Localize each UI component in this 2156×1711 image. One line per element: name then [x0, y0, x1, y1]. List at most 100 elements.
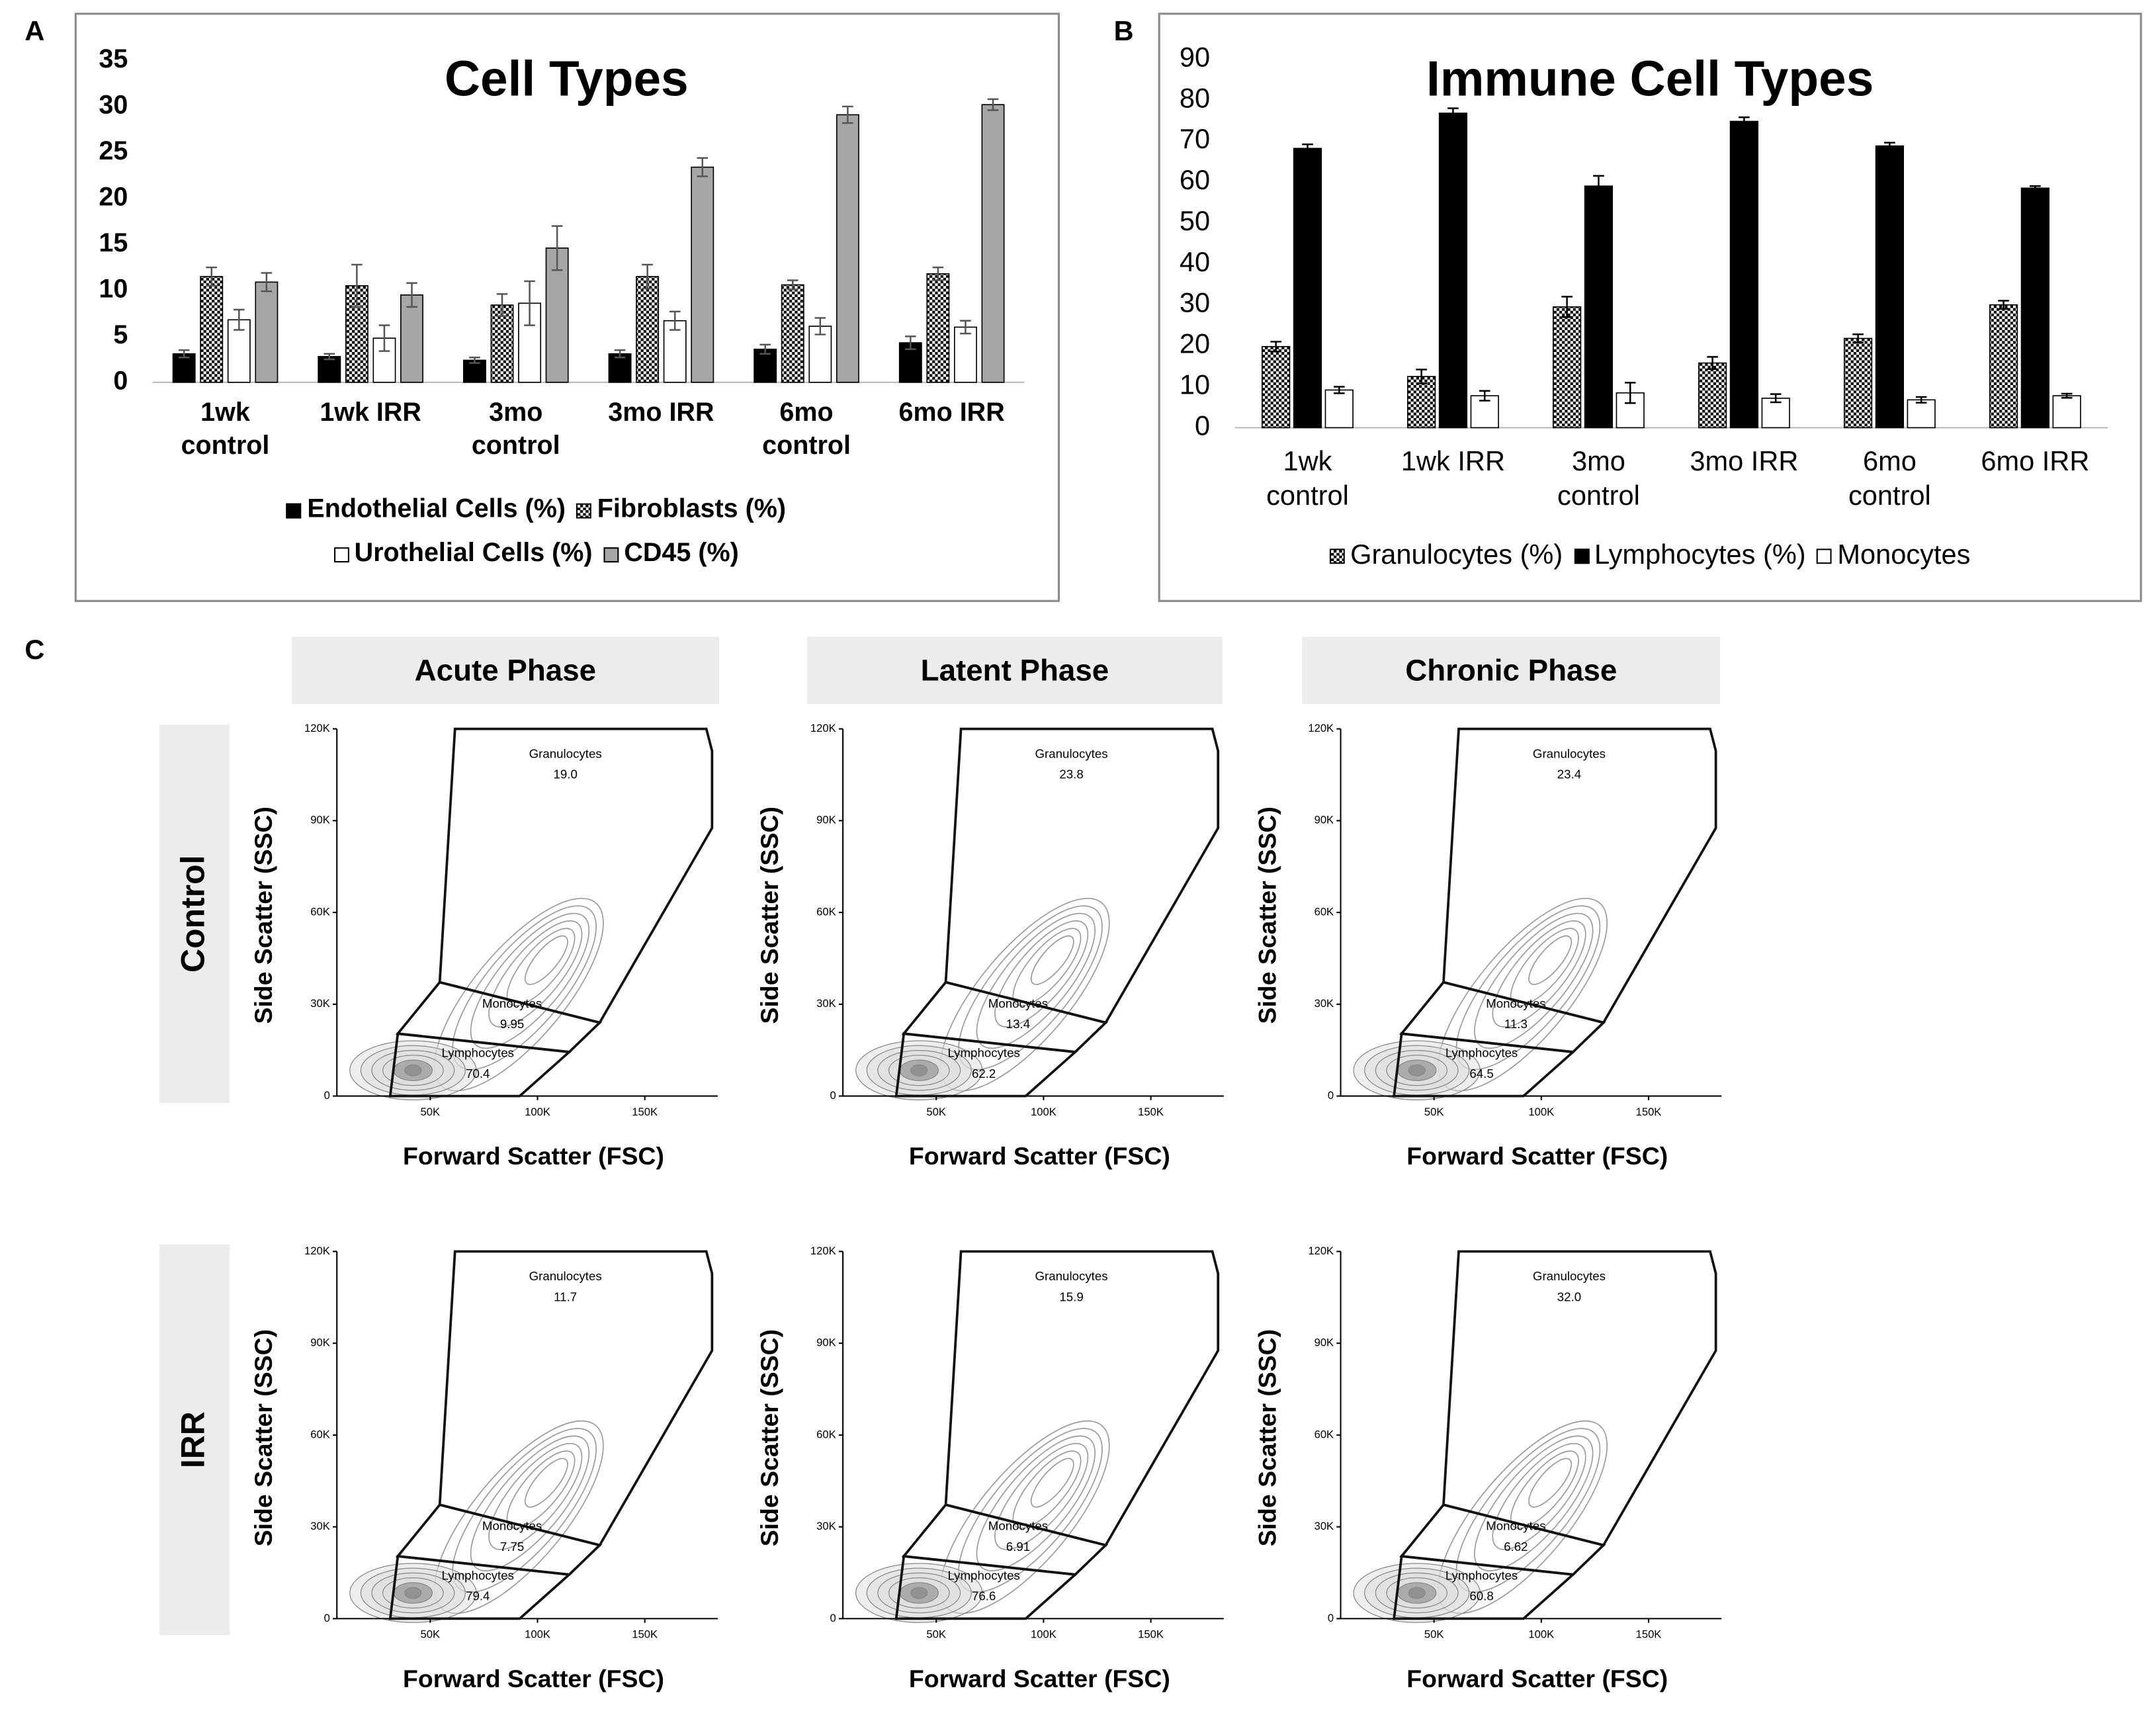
y-tick-label: 0	[1328, 1612, 1334, 1624]
contour	[976, 1435, 1096, 1571]
error-bar	[814, 317, 826, 335]
error-bar	[1884, 142, 1895, 150]
error-bar	[905, 335, 916, 351]
x-tick-label: 1wk control	[1266, 447, 1349, 512]
error-bar	[1852, 333, 1864, 343]
error-bar	[178, 349, 190, 359]
bar	[1324, 389, 1354, 429]
legend-item: CD45 (%)	[603, 539, 739, 570]
bar	[1553, 306, 1582, 429]
error-bar	[669, 310, 681, 331]
legend-swatch	[286, 502, 302, 518]
y-tick-label: 60K	[816, 1428, 836, 1440]
error-bar	[1915, 396, 1927, 404]
y-tick-label: 120K	[810, 722, 836, 734]
x-tick-label: 100K	[1528, 1628, 1554, 1641]
gate-name: Granulocytes	[1035, 1269, 1108, 1283]
x-tick-label: 6mo IRR	[1981, 447, 2090, 478]
bar	[2052, 395, 2081, 429]
contour	[1510, 1450, 1579, 1529]
legend-swatch	[1817, 548, 1833, 564]
x-tick-label: 50K	[1424, 1106, 1444, 1118]
error-bar	[787, 279, 798, 290]
bar	[318, 356, 341, 383]
error-bar	[261, 272, 273, 292]
chart-title: Cell Types	[445, 50, 689, 106]
legend-item: Granulocytes (%)	[1329, 541, 1563, 572]
panel-label: B	[1114, 15, 1134, 46]
x-axis-label: Forward Scatter (FSC)	[1406, 1142, 1668, 1170]
y-tick-label: 120K	[304, 722, 330, 734]
error-bar	[206, 266, 218, 287]
gate-name: Lymphocytes	[1445, 1569, 1518, 1583]
x-axis-label: Forward Scatter (FSC)	[1406, 1665, 1668, 1692]
gate-value: 6.62	[1504, 1540, 1528, 1554]
phase-header: Acute Phase	[415, 653, 596, 687]
error-bar	[1416, 369, 1427, 384]
x-tick-label: 150K	[632, 1628, 658, 1641]
y-tick-label: 0	[113, 366, 128, 395]
panel-frame	[74, 13, 1060, 602]
gate	[894, 1032, 1078, 1098]
x-tick-label: 100K	[525, 1628, 550, 1641]
error-bar	[378, 324, 390, 352]
y-tick-label: 20	[1180, 328, 1210, 359]
legend-swatch	[576, 502, 592, 518]
y-tick-label: 30	[99, 90, 128, 119]
y-axis-label: Side Scatter (SSC)	[249, 807, 277, 1024]
y-tick-label: 60K	[310, 1428, 330, 1440]
gate-name: Granulocytes	[1533, 1269, 1606, 1283]
y-axis-label: Side Scatter (SSC)	[755, 1329, 783, 1546]
bar	[691, 166, 714, 383]
y-tick-label: 40	[1180, 246, 1210, 277]
error-bar	[759, 343, 771, 355]
x-tick-label: 50K	[926, 1628, 946, 1641]
gate-name: Granulocytes	[529, 1269, 602, 1283]
contour	[525, 935, 568, 985]
x-tick-label: 100K	[525, 1106, 550, 1118]
panel-label: C	[24, 634, 44, 665]
gate	[1393, 1554, 1576, 1620]
y-tick-label: 0	[324, 1612, 330, 1624]
contour	[1492, 1442, 1586, 1550]
y-tick-label: 10	[99, 274, 128, 303]
x-tick-label: 50K	[1424, 1628, 1444, 1641]
bar	[1293, 148, 1322, 429]
contour	[1492, 920, 1586, 1028]
y-tick-label: 60K	[816, 905, 836, 918]
error-bar	[1593, 175, 1604, 197]
bar	[636, 276, 660, 383]
x-tick-label: 6mo control	[1848, 447, 1931, 512]
gate-value: 32.0	[1557, 1290, 1581, 1303]
x-tick-label: 1wk IRR	[320, 398, 421, 428]
y-tick-label: 30K	[310, 1520, 330, 1532]
x-tick-label: 150K	[1636, 1106, 1662, 1118]
x-tick-label: 1wk IRR	[1401, 447, 1505, 478]
legend-item: Urothelial Cells (%)	[333, 539, 593, 570]
legend-swatch	[333, 547, 349, 562]
condition-header: Control	[174, 856, 211, 973]
x-tick-label: 3mo IRR	[608, 398, 714, 428]
x-tick-label: 3mo IRR	[1690, 447, 1799, 478]
axis-line	[842, 728, 1224, 1097]
error-bar	[960, 320, 971, 335]
legend-label: CD45 (%)	[624, 539, 739, 568]
phase-header-box	[1302, 636, 1721, 705]
gate	[1393, 1032, 1576, 1098]
gate	[388, 1032, 572, 1098]
y-tick-label: 120K	[1308, 1245, 1334, 1257]
contour	[404, 1587, 422, 1599]
y-tick-label: 90K	[816, 814, 836, 826]
gate-value: 23.8	[1059, 768, 1083, 781]
gate-name: Granulocytes	[1035, 746, 1108, 760]
contour	[1528, 1458, 1573, 1508]
contour	[470, 912, 590, 1049]
x-tick-label: 6mo control	[762, 398, 851, 461]
y-tick-label: 0	[830, 1089, 836, 1102]
bar	[462, 359, 486, 383]
contour	[488, 1442, 583, 1550]
gate-value: 9.95	[500, 1017, 524, 1031]
gate-value: 19.0	[553, 768, 577, 781]
x-axis-label: Forward Scatter (FSC)	[909, 1142, 1170, 1170]
y-tick-label: 0	[1195, 410, 1210, 441]
